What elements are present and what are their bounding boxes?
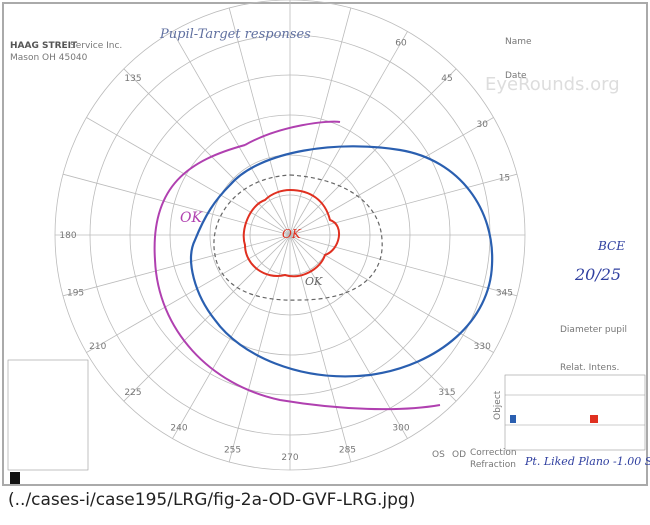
form-label: Object <box>493 390 503 420</box>
angle-label: 330 <box>474 342 491 352</box>
brand: HAAG STREIT <box>10 41 78 51</box>
grid-spoke <box>289 31 408 236</box>
red-isopter <box>242 188 340 278</box>
grid-spoke <box>289 68 457 236</box>
marker <box>510 415 516 423</box>
angle-label: 60 <box>395 39 407 49</box>
marker <box>590 415 598 423</box>
grid-spoke <box>62 173 291 236</box>
magenta-isopter <box>153 120 441 411</box>
annotation: OK <box>180 210 203 226</box>
angle-label: 345 <box>496 288 513 298</box>
angle-label: 270 <box>281 453 298 463</box>
grid-spoke <box>123 68 291 236</box>
grid-spoke <box>86 117 291 236</box>
angle-label: 315 <box>438 388 455 398</box>
note: Pt. Liked Plano -1.00 Sph. <box>524 455 650 468</box>
heading: Pupil-Target responses <box>159 27 311 42</box>
angle-label: 15 <box>499 174 510 184</box>
form-label: OS <box>432 450 445 460</box>
acuity: 20/25 <box>574 265 621 284</box>
angle-label: 255 <box>224 445 241 455</box>
annotation: OK <box>282 227 302 241</box>
grid-spoke <box>228 7 291 236</box>
grid-spoke <box>289 117 494 236</box>
brand-sub: Service Inc. <box>70 41 122 51</box>
grid-spoke <box>289 234 408 439</box>
caption: (../cases-i/case195/LRG/fig-2a-OD-GVF-LR… <box>8 490 416 510</box>
gray-isopter <box>213 174 383 301</box>
grid-spoke <box>289 234 457 402</box>
angle-label: 285 <box>339 445 356 455</box>
blue-isopter <box>190 145 494 378</box>
angle-label: 30 <box>477 120 489 130</box>
form-label: OD <box>452 450 466 460</box>
form-label: Date <box>505 71 527 81</box>
form-label: Relat. Intens. <box>560 363 619 373</box>
angle-label: 45 <box>441 74 452 84</box>
watermark: EyeRounds.org <box>485 74 620 95</box>
brand-addr: Mason OH 45040 <box>10 53 88 63</box>
angle-label: 300 <box>392 423 409 433</box>
angle-label: 135 <box>124 74 141 84</box>
form-label: Correction <box>470 448 517 458</box>
grid-spoke <box>289 234 352 463</box>
annotation: OK <box>305 275 323 288</box>
grid-spoke <box>123 234 291 402</box>
grid-spoke <box>289 234 518 297</box>
angle-label: 240 <box>170 423 187 433</box>
grid-spoke <box>289 173 518 236</box>
grid-spoke <box>86 234 291 353</box>
form-label: Refraction <box>470 460 516 470</box>
grid-spoke <box>172 31 291 236</box>
grid-spoke <box>62 234 291 297</box>
visual-field-scan: Pupil-Target responses HAAG STREIT Servi… <box>2 0 650 486</box>
grid-spoke <box>228 234 291 463</box>
angle-label: 195 <box>67 288 84 298</box>
acuity-label: BCE <box>597 239 625 253</box>
angle-label: 210 <box>89 342 106 352</box>
intensity-table <box>7 359 646 471</box>
marker <box>10 472 20 484</box>
angle-label: 225 <box>124 388 141 398</box>
form-label: Name <box>505 37 532 47</box>
form-label: Diameter pupil <box>560 325 627 335</box>
angle-label: 180 <box>59 231 76 241</box>
